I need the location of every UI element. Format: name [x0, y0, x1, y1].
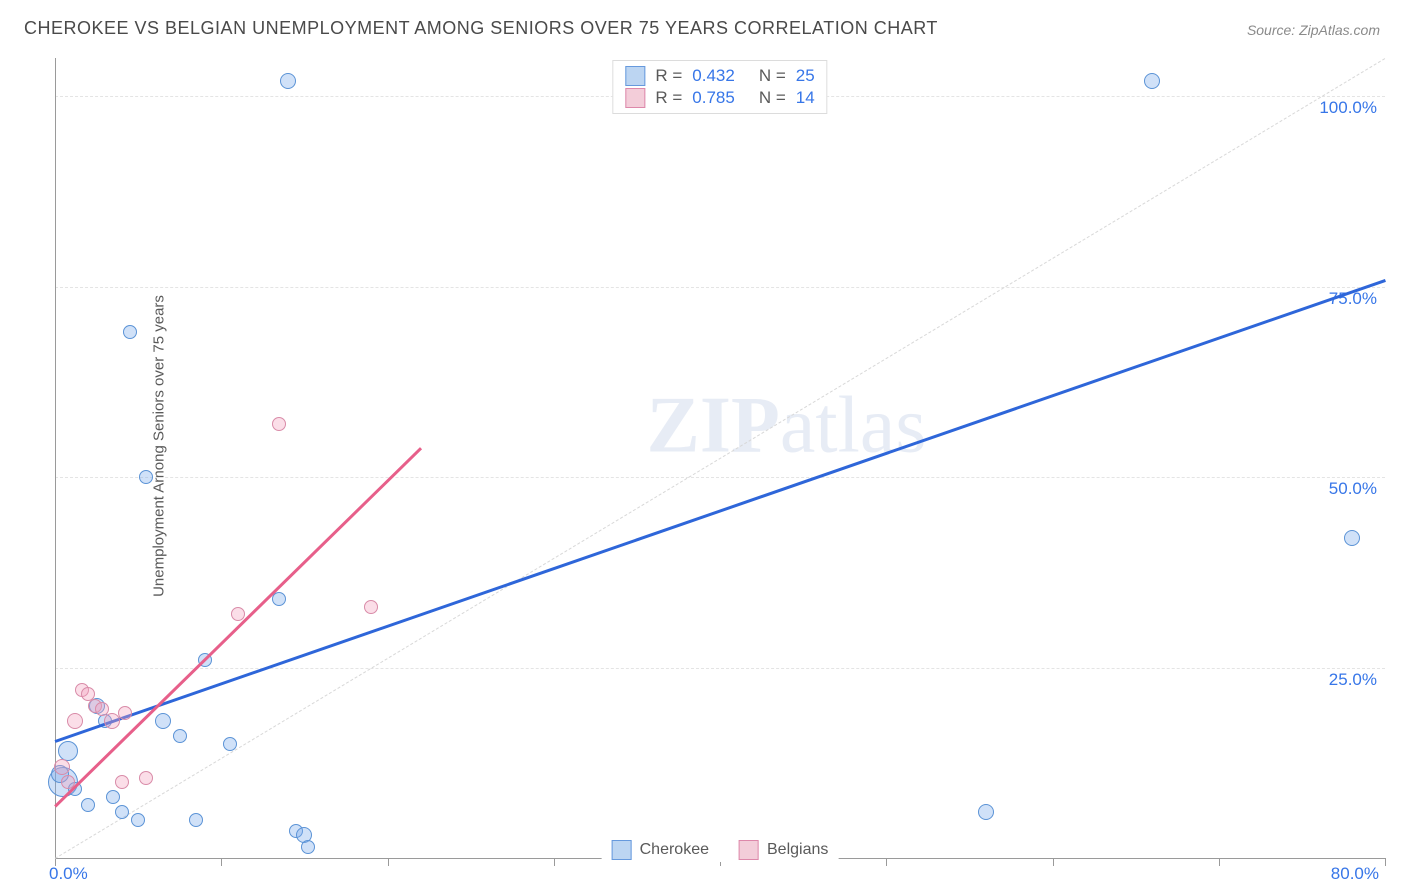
identity-line: [55, 58, 1386, 859]
data-point-cherokee: [978, 804, 994, 820]
data-point-cherokee: [139, 470, 153, 484]
x-tick: [221, 858, 222, 866]
gridline-h: [55, 287, 1385, 288]
x-max-label: 80.0%: [1331, 864, 1379, 884]
data-point-cherokee: [301, 840, 315, 854]
data-point-belgians: [272, 417, 286, 431]
data-point-cherokee: [115, 805, 129, 819]
gridline-h: [55, 477, 1385, 478]
data-point-belgians: [54, 759, 70, 775]
data-point-cherokee: [223, 737, 237, 751]
stat-n-label: N =: [759, 88, 786, 108]
x-tick: [886, 858, 887, 866]
x-tick: [1053, 858, 1054, 866]
legend-item-belgians: Belgians: [739, 840, 828, 860]
data-point-cherokee: [106, 790, 120, 804]
stat-r-label: R =: [655, 88, 682, 108]
chart-title: CHEROKEE VS BELGIAN UNEMPLOYMENT AMONG S…: [24, 18, 938, 39]
source-attribution: Source: ZipAtlas.com: [1247, 22, 1380, 38]
data-point-belgians: [139, 771, 153, 785]
x-min-label: 0.0%: [49, 864, 88, 884]
swatch-belgians: [625, 88, 645, 108]
data-point-belgians: [118, 706, 132, 720]
data-point-cherokee: [1144, 73, 1160, 89]
stat-r-label: R =: [655, 66, 682, 86]
data-point-cherokee: [272, 592, 286, 606]
stats-row-belgians: R = 0.785 N = 14: [625, 87, 814, 109]
data-point-belgians: [364, 600, 378, 614]
chart-frame: CHEROKEE VS BELGIAN UNEMPLOYMENT AMONG S…: [0, 0, 1406, 892]
bottom-legend: Cherokee Belgians: [602, 838, 839, 862]
y-tick-label: 100.0%: [1319, 98, 1377, 118]
x-tick: [554, 858, 555, 866]
data-point-cherokee: [1344, 530, 1360, 546]
data-point-cherokee: [131, 813, 145, 827]
legend-swatch-cherokee: [612, 840, 632, 860]
y-tick-label: 25.0%: [1329, 670, 1377, 690]
stats-legend: R = 0.432 N = 25 R = 0.785 N = 14: [612, 60, 827, 114]
data-point-cherokee: [123, 325, 137, 339]
data-point-belgians: [115, 775, 129, 789]
data-point-cherokee: [189, 813, 203, 827]
gridline-h: [55, 668, 1385, 669]
y-tick-label: 50.0%: [1329, 479, 1377, 499]
watermark-light: atlas: [780, 382, 927, 470]
plot-area: ZIPatlas 25.0%50.0%75.0%100.0%0.0%80.0%R…: [55, 58, 1385, 858]
data-point-cherokee: [280, 73, 296, 89]
swatch-cherokee: [625, 66, 645, 86]
x-tick: [1219, 858, 1220, 866]
legend-swatch-belgians: [739, 840, 759, 860]
data-point-cherokee: [155, 713, 171, 729]
stats-row-cherokee: R = 0.432 N = 25: [625, 65, 814, 87]
legend-item-cherokee: Cherokee: [612, 840, 709, 860]
y-axis: [55, 58, 56, 858]
x-tick: [388, 858, 389, 866]
stat-n-value-cherokee: 25: [796, 66, 815, 86]
stat-r-value-cherokee: 0.432: [692, 66, 735, 86]
legend-label-belgians: Belgians: [767, 841, 828, 859]
stat-n-value-belgians: 14: [796, 88, 815, 108]
data-point-belgians: [67, 713, 83, 729]
data-point-cherokee: [173, 729, 187, 743]
trend-line-belgians: [54, 447, 421, 807]
stat-r-value-belgians: 0.785: [692, 88, 735, 108]
legend-label-cherokee: Cherokee: [640, 841, 709, 859]
data-point-cherokee: [81, 798, 95, 812]
stat-n-label: N =: [759, 66, 786, 86]
watermark: ZIPatlas: [647, 381, 927, 472]
watermark-bold: ZIP: [647, 382, 780, 470]
trend-line-cherokee: [55, 279, 1386, 742]
x-tick: [1385, 858, 1386, 866]
